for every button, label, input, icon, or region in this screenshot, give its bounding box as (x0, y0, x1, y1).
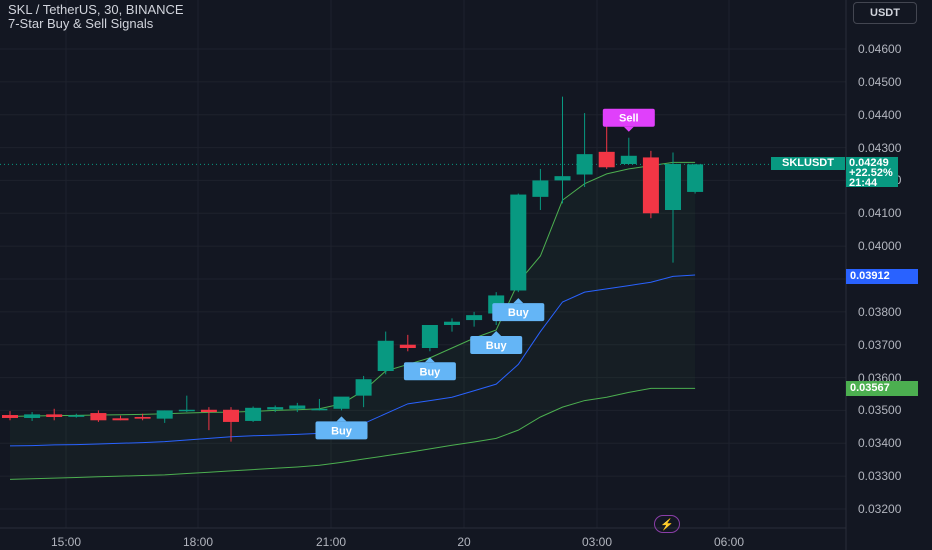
price-tick-label: 0.04600 (858, 42, 902, 56)
time-tick-label: 20 (457, 535, 471, 549)
buy-signal-text: Buy (508, 307, 530, 319)
candle-body (311, 408, 328, 411)
price-tick-label: 0.04400 (858, 107, 902, 122)
candle-body (421, 324, 438, 348)
indicator-title[interactable]: 7-Star Buy & Sell Signals (8, 16, 154, 31)
candle-body (510, 194, 527, 291)
buy-signal-box (403, 362, 456, 381)
buy-signal-box (315, 421, 368, 440)
price-tick-label: 0.04300 (858, 140, 902, 155)
candle-body (200, 409, 217, 413)
buy-signal-box (492, 303, 545, 322)
lightning-icon[interactable]: ⚡ (654, 515, 680, 533)
candle-body (466, 315, 483, 321)
candle-body (620, 155, 637, 164)
buy-signal-pointer (424, 357, 435, 363)
candle-body (245, 407, 262, 421)
candle-body (576, 154, 593, 175)
buy-signal-text: Buy (331, 425, 353, 437)
buy-signal-text: Buy (486, 340, 508, 352)
bar-countdown: 21:44 (849, 177, 878, 189)
buy-signal-label[interactable]: Buy (470, 330, 523, 354)
symbol-title[interactable]: SKL / TetherUS, 30, BINANCE (8, 2, 184, 17)
lower-band-line (9, 387, 696, 480)
candle-body (444, 321, 460, 325)
candle-body (46, 414, 63, 417)
candle-body (399, 344, 416, 348)
price-tick-label: 0.04000 (858, 239, 902, 254)
buy-signal-label[interactable]: Buy (492, 298, 545, 322)
buy-signal-label[interactable]: Buy (315, 416, 368, 440)
time-tick-label: 06:00 (713, 535, 745, 549)
price-tick-label: 0.03800 (858, 304, 902, 319)
candle-body (2, 415, 18, 418)
candle-body (134, 416, 151, 419)
price-tick-label: 0.04100 (858, 206, 902, 221)
sell-signal-box (602, 108, 655, 127)
sell-signal-label[interactable]: Sell (602, 108, 655, 132)
time-tick-label: 03:00 (581, 535, 613, 549)
candle-body (156, 410, 173, 419)
candle-body (687, 164, 704, 192)
candle-body (267, 407, 284, 410)
candle-body (355, 379, 372, 396)
candle-body (377, 340, 394, 371)
currency-button[interactable]: USDT (853, 2, 917, 24)
buy-signal-box (470, 335, 523, 354)
price-tick-label: 0.03500 (858, 403, 902, 418)
buy-signal-pointer (336, 416, 347, 422)
candle-body (532, 180, 549, 197)
buy-signal-pointer (491, 330, 502, 336)
upper-band-fill (10, 162, 696, 446)
candle-body (68, 415, 85, 417)
price-tick-label: 0.03700 (858, 337, 902, 352)
buy-signal-pointer (513, 298, 524, 304)
lower-band-badge: 0.03567 (846, 381, 918, 396)
price-tick-label: 0.03400 (858, 436, 902, 451)
buy-signal-text: Buy (420, 366, 442, 378)
price-tick-label: 0.03200 (858, 501, 902, 516)
price-tick-label: 0.03300 (858, 469, 902, 484)
candle-body (178, 409, 195, 412)
candle-body (112, 418, 129, 421)
buy-signal-label[interactable]: Buy (403, 357, 456, 381)
sell-signal-pointer (623, 126, 634, 132)
time-tick-label: 15:00 (50, 535, 82, 549)
candle-body (223, 409, 239, 422)
candle-body (554, 176, 571, 181)
candle-body (665, 163, 681, 210)
candle-body (24, 414, 41, 418)
time-tick-label: 18:00 (182, 535, 214, 549)
candle-body (333, 396, 350, 409)
candle-body (90, 413, 107, 421)
sell-signal-text: Sell (619, 113, 639, 125)
candle-body (598, 151, 615, 168)
price-change: +22.52% (849, 167, 893, 179)
last-price: 0.04249 (849, 157, 889, 169)
time-tick-label: 21:00 (315, 535, 347, 549)
mid-band-badge: 0.03912 (846, 269, 918, 284)
candle-body (642, 157, 659, 214)
last-price-box: 0.04249 +22.52% 21:44 (846, 157, 898, 189)
symbol-price-tag: SKLUSDT (771, 157, 845, 170)
upper-band-line (9, 161, 696, 417)
price-tick-label: 0.04500 (858, 74, 902, 89)
chart-legend: SKL / TetherUS, 30, BINANCE 7-Star Buy &… (8, 3, 184, 31)
candle-body (289, 405, 306, 409)
